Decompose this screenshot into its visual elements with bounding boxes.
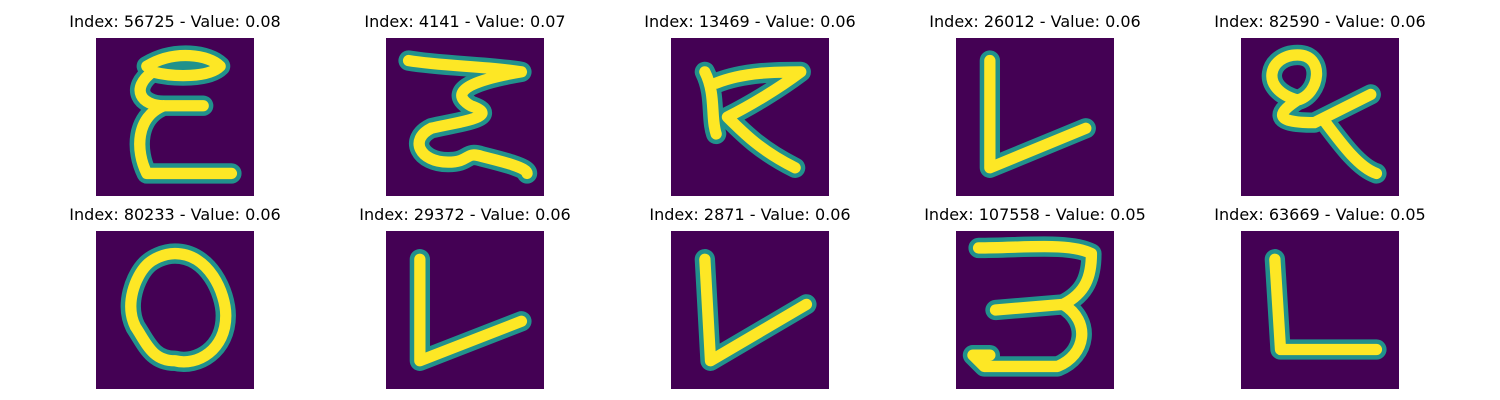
digit-image	[956, 38, 1114, 196]
panel: Index: 80233 - Value: 0.06	[30, 205, 320, 389]
panel-title: Index: 80233 - Value: 0.06	[69, 205, 281, 224]
stroke-core	[984, 54, 1092, 174]
panel: Index: 56725 - Value: 0.08	[30, 12, 320, 196]
panel-title: Index: 13469 - Value: 0.06	[644, 12, 856, 31]
panel: Index: 26012 - Value: 0.06	[890, 12, 1180, 196]
digit-image	[1241, 38, 1399, 196]
panel-title: Index: 63669 - Value: 0.05	[1214, 205, 1426, 224]
stroke-core	[402, 54, 533, 180]
panel-title: Index: 56725 - Value: 0.08	[69, 12, 281, 31]
panel: Index: 13469 - Value: 0.06	[605, 12, 895, 196]
panel-title: Index: 29372 - Value: 0.06	[359, 205, 571, 224]
panel: Index: 2871 - Value: 0.06	[605, 205, 895, 389]
panel-title: Index: 82590 - Value: 0.06	[1214, 12, 1426, 31]
stroke-core	[699, 66, 807, 174]
panel-title: Index: 2871 - Value: 0.06	[649, 205, 851, 224]
stroke-core	[1266, 49, 1383, 180]
stroke-core	[1269, 253, 1383, 356]
panel: Index: 29372 - Value: 0.06	[320, 205, 610, 389]
panel: Index: 4141 - Value: 0.07	[320, 12, 610, 196]
digit-image	[386, 38, 544, 196]
digit-image	[386, 231, 544, 389]
digit-image	[96, 38, 254, 196]
stroke-core	[414, 253, 528, 367]
stroke-core	[125, 247, 232, 368]
stroke-core	[967, 240, 1098, 373]
stroke-core	[134, 49, 238, 180]
digit-image	[956, 231, 1114, 389]
panel: Index: 82590 - Value: 0.06	[1175, 12, 1465, 196]
panel-title: Index: 26012 - Value: 0.06	[929, 12, 1141, 31]
panel-title: Index: 4141 - Value: 0.07	[364, 12, 566, 31]
digit-image	[1241, 231, 1399, 389]
panel: Index: 107558 - Value: 0.05	[890, 205, 1180, 389]
panel-title: Index: 107558 - Value: 0.05	[924, 205, 1146, 224]
digit-image	[671, 38, 829, 196]
panel: Index: 63669 - Value: 0.05	[1175, 205, 1465, 389]
digit-image	[671, 231, 829, 389]
stroke-core	[699, 253, 813, 367]
digit-image	[96, 231, 254, 389]
